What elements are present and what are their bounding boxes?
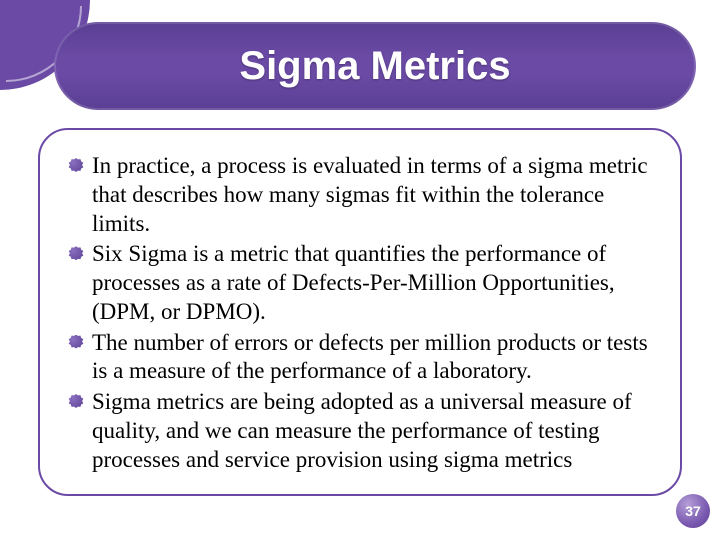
list-item: Six Sigma is a metric that quantifies th… xyxy=(68,240,652,326)
bullet-text: Sigma metrics are being adopted as a uni… xyxy=(92,389,632,472)
list-item: Sigma metrics are being adopted as a uni… xyxy=(68,388,652,474)
list-item: In practice, a process is evaluated in t… xyxy=(68,152,652,238)
page-number-badge: 37 xyxy=(676,494,710,528)
content-box: In practice, a process is evaluated in t… xyxy=(38,128,682,496)
title-bar: Sigma Metrics xyxy=(54,22,696,110)
slide: Sigma Metrics In practice, a process is … xyxy=(0,0,720,540)
bullet-text: Six Sigma is a metric that quantifies th… xyxy=(92,241,615,324)
bullet-text: In practice, a process is evaluated in t… xyxy=(92,153,648,236)
bullet-text: The number of errors or defects per mill… xyxy=(92,330,648,384)
bullet-list: In practice, a process is evaluated in t… xyxy=(68,152,652,474)
list-item: The number of errors or defects per mill… xyxy=(68,329,652,387)
slide-title: Sigma Metrics xyxy=(239,44,510,89)
